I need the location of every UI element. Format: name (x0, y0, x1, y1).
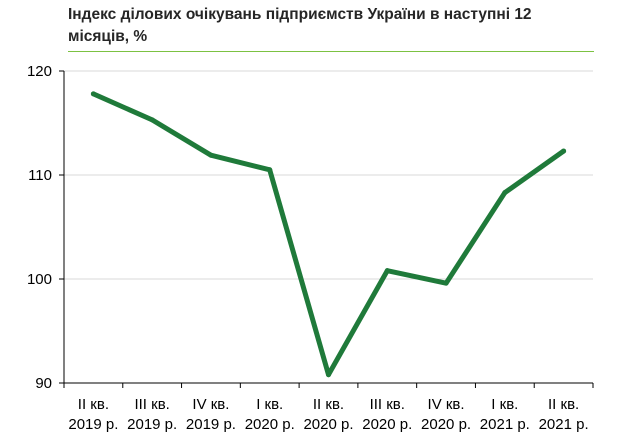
x-tick-label-line: 2019 р. (68, 416, 118, 433)
x-tick-label: III кв. 2020 р. (362, 396, 412, 433)
x-tick-label-line: 2021 р. (480, 416, 530, 433)
x-tick-label: III кв. 2019 р. (127, 396, 177, 433)
x-tick-label-line: IV кв. (428, 396, 465, 413)
x-tick-label-line: 2019 р. (186, 416, 236, 433)
title-divider (68, 51, 594, 52)
x-tick-label: II кв. 2019 р. (68, 396, 118, 433)
data-point (561, 148, 567, 154)
y-tick-label: 90 (35, 375, 52, 392)
x-tick-label-line: IV кв. (192, 396, 229, 413)
data-point (443, 280, 449, 286)
data-point (208, 152, 214, 158)
gridlines (64, 70, 593, 280)
x-tick-label: IV кв. 2020 р. (421, 396, 471, 433)
x-tick-label-line: I кв. (256, 396, 283, 413)
axes (59, 70, 594, 388)
data-point (149, 117, 155, 123)
data-point (267, 167, 273, 173)
data-point (326, 372, 331, 378)
x-tick-label-line: 2021 р. (539, 416, 589, 433)
x-tick-label-line: II кв. (313, 396, 344, 413)
data-point (90, 91, 96, 97)
chart-title: Індекс ділових очікувань підприємств Укр… (68, 6, 532, 45)
x-tick-label-line: 2020 р. (362, 416, 412, 433)
series-layer (90, 91, 567, 378)
x-tick-label-line: 2020 р. (421, 416, 471, 433)
x-tick-label: II кв. 2020 р. (303, 396, 353, 433)
x-tick-label-line: III кв. (370, 396, 405, 413)
x-tick-label: II кв. 2021 р. (539, 396, 589, 433)
x-tick-labels: II кв. 2019 р. III кв. 2019 р. IV кв. 2019 р.… (68, 396, 588, 433)
x-tick-label: IV кв. 2019 р. (186, 396, 236, 433)
x-tick-label-line: II кв. (548, 396, 579, 413)
x-tick-label-line: II кв. (78, 396, 109, 413)
y-tick-label: 100 (27, 271, 52, 288)
data-point (502, 190, 508, 196)
y-tick-labels: 90 100 110 120 (27, 63, 52, 392)
data-point (384, 268, 390, 274)
x-tick-label-line: 2019 р. (127, 416, 177, 433)
x-tick-label: I кв. 2021 р. (480, 396, 530, 433)
y-tick-label: 110 (28, 167, 52, 184)
series-line-0 (90, 91, 567, 378)
x-tick-label-line: I кв. (491, 396, 518, 413)
y-tick-label: 120 (27, 63, 52, 80)
x-tick-label: I кв. 2020 р. (245, 396, 295, 433)
x-tick-label-line: 2020 р. (245, 416, 295, 433)
x-tick-label-line: III кв. (134, 396, 169, 413)
x-tick-label-line: 2020 р. (303, 416, 353, 433)
